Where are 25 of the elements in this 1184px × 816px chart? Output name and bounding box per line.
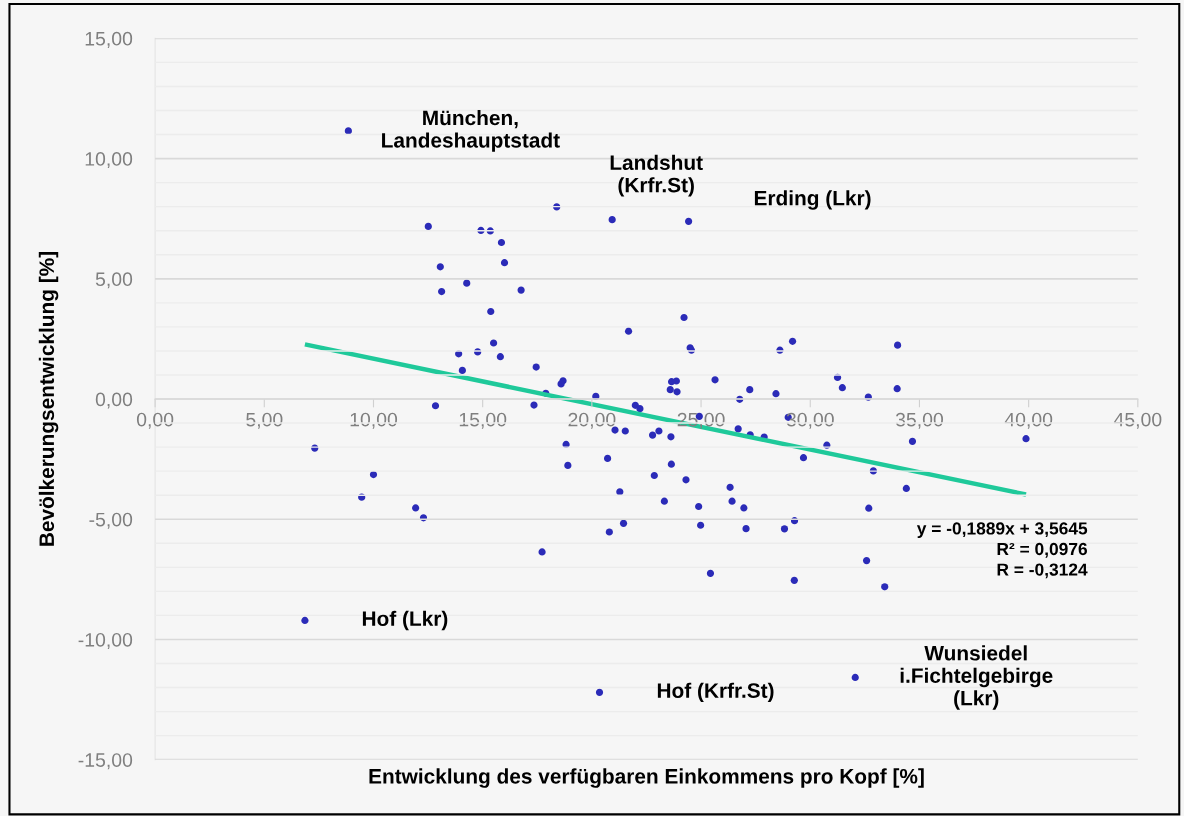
annotation: Hof (Krfr.St) xyxy=(657,682,774,703)
annotation: Landshut (Krfr.St) xyxy=(610,154,703,197)
x-tick-label: 15,00 xyxy=(459,412,507,429)
annotation: Hof (Lkr) xyxy=(362,610,448,631)
y-tick-label: 15,00 xyxy=(85,31,133,48)
x-tick-label: 35,00 xyxy=(895,412,944,429)
y-axis-title: Bevölkerungsentwicklung [%] xyxy=(38,252,59,546)
y-tick-label: 5,00 xyxy=(95,272,133,289)
x-tick-label: 30,00 xyxy=(786,412,834,429)
y-tick-label: -5,00 xyxy=(89,512,133,529)
y-tick-label: -15,00 xyxy=(78,753,133,770)
y-tick-label: -10,00 xyxy=(78,632,133,650)
y-tick-label: 10,00 xyxy=(85,152,133,169)
annotation: München, Landeshauptstadt xyxy=(382,109,560,152)
annotation: y = -0,1889x + 3,5645 R² = 0,0976 R = -0,3124 xyxy=(916,522,1088,579)
x-tick-label: 0,00 xyxy=(136,412,174,429)
x-tick-label: 10,00 xyxy=(350,412,398,429)
x-tick-label: 5,00 xyxy=(246,412,283,429)
y-tick-label: 0,00 xyxy=(95,392,133,409)
x-tick-label: 40,00 xyxy=(1004,412,1053,429)
annotation: Erding (Lkr) xyxy=(754,190,871,210)
x-tick-label: 45,00 xyxy=(1113,412,1162,429)
annotation: Wunsiedel i.Fichtelgebirge (Lkr) xyxy=(900,645,1053,710)
x-tick-label: 20,00 xyxy=(568,412,616,429)
x-axis-title: Entwicklung des verfügbaren Einkommens pro Kopf [%] xyxy=(369,768,924,788)
